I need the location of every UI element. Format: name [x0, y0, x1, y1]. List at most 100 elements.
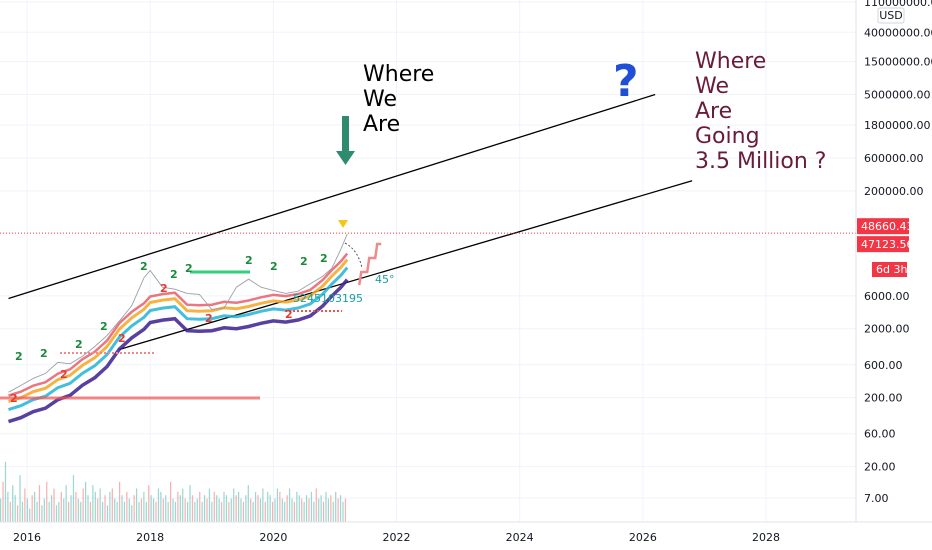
- price-tag-label: 48660.43: [861, 220, 914, 233]
- volume-bar: [194, 501, 196, 522]
- volume-bar: [41, 505, 43, 522]
- volume-bar: [75, 491, 77, 522]
- volume-bar: [140, 498, 143, 522]
- volume-bar: [213, 491, 215, 522]
- volume-bar: [131, 505, 133, 522]
- volume-bar: [46, 481, 48, 522]
- indicator-digit: 2: [140, 260, 148, 273]
- x-tick-label: 2028: [752, 531, 780, 544]
- volume-bar: [155, 501, 157, 522]
- volume-bar: [9, 501, 11, 522]
- volume-bar: [286, 495, 288, 522]
- volume-bar: [271, 501, 274, 522]
- volume-bar: [279, 491, 281, 522]
- volume-bar: [128, 498, 130, 522]
- y-tick-label: 1800000.00: [864, 119, 930, 132]
- y-tick-label: 600000.00: [864, 152, 924, 165]
- volume-bar: [58, 501, 60, 522]
- volume-bar: [53, 488, 55, 522]
- volume-bar: [267, 491, 269, 522]
- price-axis[interactable]: 110000000.00 40000000.00 15000000.00 500000…: [864, 0, 932, 505]
- volume-bar: [276, 488, 279, 522]
- y-tick-label: 40000000.00: [864, 26, 932, 39]
- volume-bar: [203, 495, 206, 522]
- lower-channel-line: [119, 180, 693, 351]
- volume-bar: [305, 495, 308, 522]
- ma-long: [7, 278, 349, 424]
- volume-bar: [252, 501, 254, 522]
- down-arrow-head: [336, 151, 355, 165]
- volume-bar: [4, 461, 7, 522]
- volume-bar: [182, 488, 184, 522]
- note-where-we-are: Are: [363, 112, 400, 137]
- volume-bar: [109, 491, 111, 522]
- volume-bar: [150, 495, 152, 522]
- volume-bar: [118, 481, 121, 522]
- volume-bar: [211, 501, 213, 522]
- indicator-digit: 2: [245, 254, 253, 267]
- volume-bar: [184, 498, 186, 522]
- volume-bar: [162, 498, 164, 522]
- y-tick-label: 110000000.00: [864, 0, 932, 9]
- volume-bar: [138, 501, 140, 522]
- volume-bar: [36, 501, 38, 522]
- volume-bar: [12, 485, 14, 522]
- time-axis[interactable]: 2016 2018 2020 2022 2024 2026 2028: [13, 531, 780, 544]
- volume-bar: [152, 498, 155, 522]
- indicator-digit: 2: [300, 255, 308, 268]
- price-tag-box: [857, 236, 909, 253]
- countdown-tag-label: 6d 3h: [876, 263, 907, 276]
- volume-bar: [179, 495, 181, 522]
- angle-label: 45°: [375, 273, 395, 286]
- volume-bar: [16, 505, 19, 522]
- volume-bar: [50, 495, 53, 522]
- note-where-going: We: [695, 74, 729, 99]
- volume-bar: [288, 488, 291, 522]
- volume-bar: [310, 491, 313, 522]
- volume-bar: [148, 485, 150, 522]
- volume-bar: [245, 495, 247, 522]
- trend-channel[interactable]: [8, 93, 693, 351]
- volume-bar: [123, 501, 126, 522]
- indicator-digit: 2: [10, 392, 18, 405]
- volume-bar: [293, 501, 296, 522]
- volume-bar: [199, 491, 201, 522]
- volume-bar: [174, 501, 177, 522]
- price-line: [8, 233, 348, 393]
- volume-bar: [339, 495, 342, 522]
- volume-bar: [111, 488, 113, 522]
- volume-bar: [24, 488, 26, 522]
- volume-bar: [157, 488, 160, 522]
- volume-bar: [216, 495, 218, 522]
- note-where-going: Going: [695, 124, 760, 149]
- volume-bar: [2, 481, 4, 522]
- volume-bar: [145, 501, 147, 522]
- volume-bar: [106, 505, 109, 522]
- volume-bar: [296, 491, 298, 522]
- price-tag-label: 47123.56: [861, 238, 914, 251]
- indicator-digit: 2: [205, 312, 213, 325]
- volume-bar: [172, 498, 174, 522]
- y-tick-label: 7.00: [864, 492, 889, 505]
- volume-bar: [225, 495, 228, 522]
- volume-bar: [84, 481, 87, 522]
- indicator-digit: 2: [185, 262, 193, 275]
- volume-bar: [101, 501, 104, 522]
- indicator-digit: 2: [285, 308, 293, 321]
- x-tick-label: 2024: [506, 531, 534, 544]
- note-where-we-are: Where: [363, 62, 434, 87]
- upper-channel-line: [8, 93, 656, 300]
- y-tick-label: 200000.00: [864, 185, 924, 198]
- y-tick-label: 20.00: [864, 461, 896, 474]
- volume-bar: [77, 498, 79, 522]
- volume-bar: [308, 498, 310, 522]
- volume-bar: [94, 491, 96, 522]
- volume-bar: [223, 491, 225, 522]
- volume-bar: [126, 491, 128, 522]
- volume-bar: [167, 501, 169, 522]
- volume-bar: [99, 488, 101, 522]
- note-where-going: Are: [695, 99, 732, 124]
- volume-bar: [208, 488, 211, 522]
- currency-badge[interactable]: USD: [877, 7, 905, 24]
